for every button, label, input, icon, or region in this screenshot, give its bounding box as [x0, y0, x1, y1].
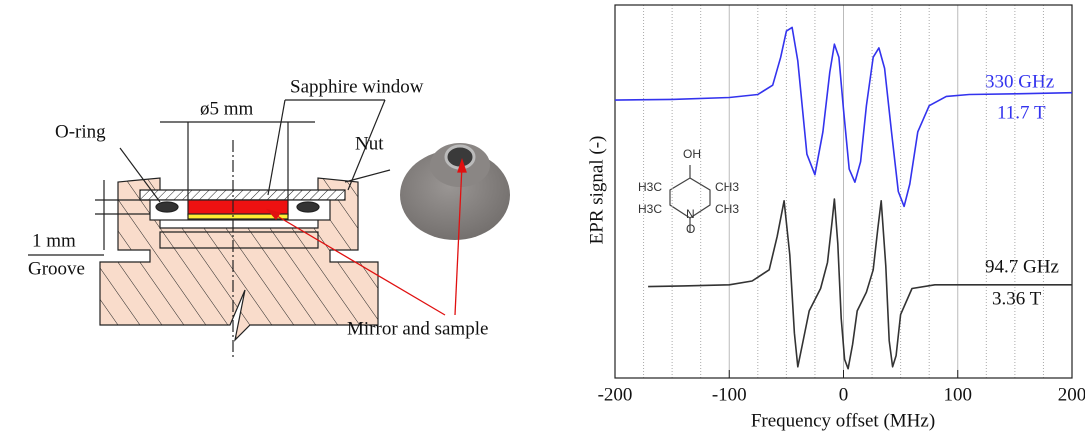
annotation: 11.7 T [997, 102, 1046, 123]
arrows [266, 157, 467, 316]
diagram-label: Sapphire window [290, 76, 424, 97]
diagram-label: Mirror and sample [347, 318, 488, 339]
molecule-label: O [686, 222, 695, 236]
y-axis-label: EPR signal (-) [586, 136, 607, 245]
diagram-label: Groove [28, 258, 85, 279]
diagram-label: Nut [355, 133, 384, 154]
annotation: 3.36 T [992, 288, 1042, 309]
x-tick-label: -100 [712, 384, 747, 405]
molecule-label: CH3 [715, 202, 739, 216]
x-tick-label: -200 [598, 384, 633, 405]
molecule-label: H3C [638, 202, 662, 216]
series-line [614, 26, 1073, 208]
molecule [669, 165, 711, 232]
molecule-label: CH3 [715, 180, 739, 194]
nut-photo [400, 143, 510, 240]
diagram-label: ø5 mm [200, 98, 254, 119]
x-tick-label: 0 [839, 384, 849, 405]
molecule-label: H3C [638, 180, 662, 194]
cell-drawing [28, 99, 391, 360]
diagram-label: 1 mm [32, 230, 76, 251]
series-line [648, 198, 1072, 370]
x-tick-label: 200 [1058, 384, 1085, 405]
molecule-label: OH [683, 147, 701, 161]
series-label: 94.7 GHz [985, 256, 1059, 277]
molecule-label: N [686, 207, 695, 221]
x-axis-label: Frequency offset (MHz) [751, 410, 935, 431]
series-label: 330 GHz [985, 71, 1054, 92]
diagram-label: O-ring [55, 121, 106, 142]
plot-frame [614, 4, 1073, 379]
x-tick-label: 100 [944, 384, 973, 405]
